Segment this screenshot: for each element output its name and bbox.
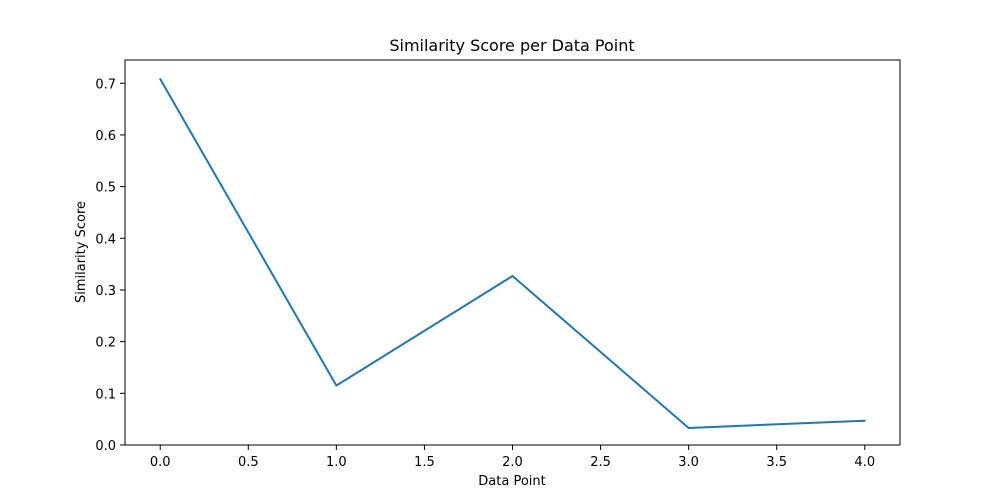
- series-line: [159, 78, 866, 429]
- x-tick-label: 1.5: [414, 455, 435, 470]
- x-tick-label: 4.0: [854, 455, 875, 470]
- y-tick-label: 0.0: [95, 439, 116, 454]
- x-tick-label: 2.5: [590, 455, 611, 470]
- x-tick-label: 0.5: [238, 455, 259, 470]
- x-tick-label: 0.0: [150, 455, 171, 470]
- y-tick-label: 0.2: [95, 336, 116, 351]
- x-tick-label: 2.0: [502, 455, 523, 470]
- x-tick-label: 1.0: [326, 455, 347, 470]
- y-tick-label: 0.7: [95, 77, 116, 92]
- y-tick-label: 0.4: [95, 232, 116, 247]
- y-axis: 0.0 0.1 0.2 0.3 0.4 0.5 0.6 0.7: [95, 77, 125, 454]
- y-tick-label: 0.6: [95, 129, 116, 144]
- y-tick-label: 0.1: [95, 387, 116, 402]
- x-tick-label: 3.5: [766, 455, 787, 470]
- y-axis-label: Similarity Score: [74, 201, 89, 303]
- chart-title: Similarity Score per Data Point: [389, 36, 634, 55]
- x-axis: 0.0 0.5 1.0 1.5 2.0 2.5 3.0 3.5 4.0: [150, 445, 875, 470]
- y-tick-label: 0.3: [95, 284, 116, 299]
- x-axis-label: Data Point: [478, 474, 545, 489]
- x-tick-label: 3.0: [678, 455, 699, 470]
- y-tick-label: 0.5: [95, 181, 116, 196]
- plot-area: [159, 78, 866, 429]
